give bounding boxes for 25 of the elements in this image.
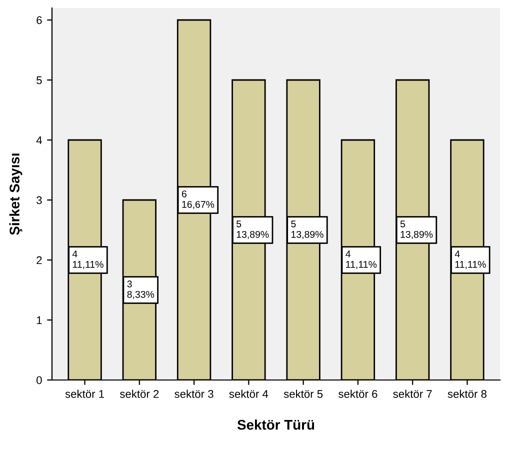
- data-label: 5 13,89%: [291, 220, 324, 239]
- x-axis-title: Sektör Türü: [237, 420, 314, 430]
- y-tick-label: 6: [36, 16, 42, 24]
- y-tick-label: 1: [36, 316, 42, 324]
- x-tick-label: sektör 7: [393, 390, 432, 398]
- data-label: 4 11,11%: [454, 250, 486, 269]
- data-label: 3 8,33%: [127, 280, 154, 299]
- x-tick-label: sektör 1: [65, 390, 104, 398]
- data-label: 4 11,11%: [346, 250, 377, 269]
- x-tick-label: sektör 4: [229, 390, 268, 398]
- y-tick-label: 5: [36, 76, 42, 84]
- x-tick-label: sektör 6: [338, 390, 378, 398]
- y-tick-label: 2: [36, 256, 42, 264]
- x-tick-label: sektör 5: [284, 390, 323, 398]
- x-tick-label: sektör 3: [174, 390, 214, 398]
- y-axis-title: Şirket Sayısı: [9, 154, 22, 235]
- data-label: 6 16,67%: [182, 190, 214, 209]
- data-label: 4 11,11%: [72, 250, 104, 269]
- y-tick-label: 3: [36, 196, 42, 204]
- y-tick-label: 0: [36, 376, 42, 384]
- x-tick-label: sektör 8: [448, 390, 486, 398]
- y-tick-label: 4: [36, 136, 42, 144]
- x-tick-label: sektör 2: [120, 390, 159, 398]
- data-label: 5 13,89%: [236, 220, 269, 239]
- data-label: 5 13,89%: [400, 220, 433, 239]
